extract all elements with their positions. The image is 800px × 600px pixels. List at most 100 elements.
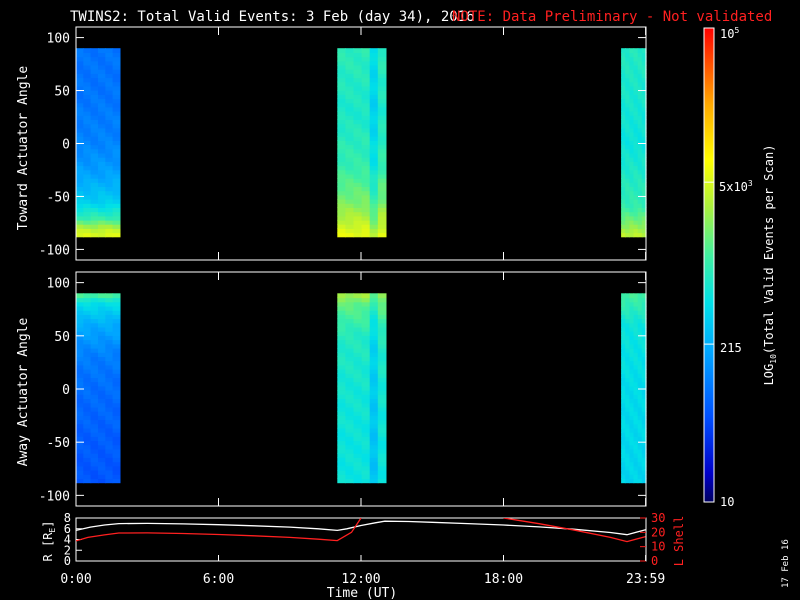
heatmap-cell: [112, 364, 121, 370]
heatmap-cell: [621, 90, 626, 95]
heatmap-cell: [633, 314, 639, 320]
heatmap-cell: [105, 186, 114, 192]
heatmap-cell: [629, 232, 635, 238]
heatmap-cell: [76, 224, 84, 229]
heatmap-cell: [621, 364, 626, 370]
heatmap-cell: [621, 115, 626, 120]
heatmap-cell: [621, 178, 626, 183]
heatmap-cell: [369, 161, 379, 167]
heatmap-cell: [625, 314, 630, 320]
x-tick-label: 12:00: [341, 572, 380, 587]
heatmap-cell: [83, 102, 92, 108]
heatmap-cell: [105, 457, 114, 463]
heatmap-cell: [105, 140, 114, 146]
heatmap-cell: [633, 301, 639, 307]
heatmap-cell: [83, 423, 92, 429]
heatmap-cell: [377, 194, 387, 200]
heatmap-cell: [629, 419, 635, 425]
heatmap-cell: [345, 314, 355, 320]
heatmap-cell: [112, 136, 121, 141]
heatmap-cell: [98, 64, 106, 70]
heatmap-cell: [76, 127, 84, 133]
heatmap-cell: [625, 194, 630, 200]
heatmap-cell: [337, 178, 346, 183]
heatmap-cell: [76, 474, 84, 479]
heatmap-block: [337, 48, 387, 238]
heatmap-cell: [625, 305, 630, 311]
heatmap-cell: [76, 322, 84, 328]
heatmap-cell: [83, 326, 92, 332]
heatmap-cell: [629, 348, 635, 353]
heatmap-cell: [353, 440, 363, 446]
heatmap-cell: [345, 203, 355, 208]
heatmap-cell: [633, 390, 639, 395]
heatmap-cell: [90, 186, 99, 192]
heatmap-cell: [369, 215, 379, 221]
heatmap-cell: [112, 148, 121, 154]
xaxis-label: Time (UT): [327, 586, 397, 600]
y-tick-label: -100: [39, 243, 70, 258]
heatmap-cell: [625, 152, 630, 158]
heatmap-cell: [337, 348, 346, 353]
heatmap-cell: [353, 377, 363, 383]
heatmap-cell: [637, 48, 643, 53]
heatmap-cell: [377, 60, 387, 66]
heatmap-cell: [353, 415, 363, 421]
heatmap-cell: [633, 453, 639, 458]
heatmap-cell: [90, 402, 99, 408]
heatmap-cell: [377, 364, 387, 370]
heatmap-cell: [90, 224, 99, 229]
heatmap-cell: [98, 219, 106, 225]
colorbar-upper-label: 5x103: [719, 179, 753, 194]
heatmap-cell: [625, 52, 630, 58]
heatmap-cell: [621, 348, 626, 353]
heatmap-cell: [621, 140, 626, 146]
heatmap-cell: [633, 186, 639, 192]
heatmap-cell: [621, 402, 626, 408]
heatmap-cell: [637, 90, 643, 95]
heatmap-cell: [83, 310, 92, 315]
heatmap-cell: [337, 207, 346, 213]
heatmap-cell: [112, 94, 121, 100]
heatmap-cell: [90, 48, 99, 53]
heatmap-cell: [83, 215, 92, 221]
heatmap-cell: [83, 211, 92, 217]
heatmap-cell: [633, 297, 639, 303]
heatmap-cell: [353, 194, 363, 200]
heatmap-cell: [369, 453, 379, 458]
heatmap-cell: [637, 318, 643, 324]
heatmap-cell: [83, 219, 92, 225]
heatmap-cell: [377, 339, 387, 345]
heatmap-cell: [98, 394, 106, 399]
heatmap-cell: [621, 69, 626, 74]
heatmap-cell: [353, 465, 363, 471]
heatmap-cell: [625, 98, 630, 104]
heatmap-cell: [377, 140, 387, 146]
heatmap-cell: [345, 132, 355, 137]
heatmap-cell: [90, 343, 99, 349]
heatmap-cell: [98, 444, 106, 450]
heatmap-cell: [76, 228, 84, 234]
heatmap-cell: [98, 335, 106, 341]
heatmap-cell: [633, 352, 639, 357]
heatmap-cell: [641, 293, 647, 299]
heatmap-cell: [112, 182, 121, 187]
heatmap-cell: [361, 398, 371, 404]
orbit-frame: [75, 517, 647, 562]
heatmap-cell: [633, 90, 639, 95]
heatmap-cell: [633, 194, 639, 200]
heatmap-cell: [112, 331, 121, 336]
heatmap-cell: [633, 144, 639, 150]
heatmap-cell: [345, 326, 355, 332]
heatmap-cell: [337, 169, 346, 175]
heatmap-cell: [345, 301, 355, 307]
heatmap-cell: [361, 140, 371, 146]
heatmap-cell: [625, 219, 630, 225]
heatmap-cell: [98, 390, 106, 395]
heatmap-cell: [633, 356, 639, 362]
heatmap-cell: [76, 152, 84, 158]
heatmap-cell: [105, 85, 114, 91]
heatmap-cell: [641, 432, 647, 437]
heatmap-cell: [637, 415, 643, 421]
